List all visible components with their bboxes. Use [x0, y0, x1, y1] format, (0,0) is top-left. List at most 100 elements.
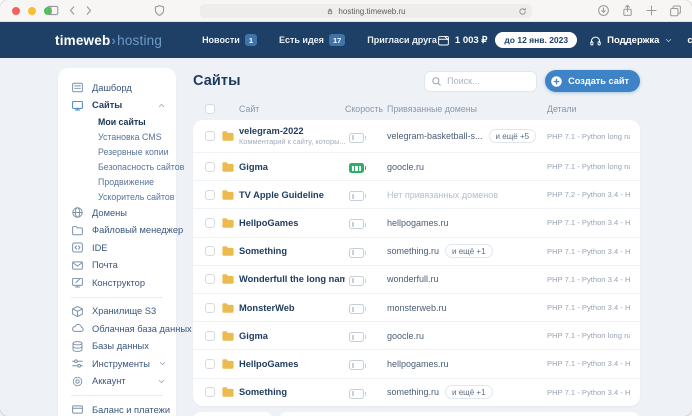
reload-icon[interactable]	[518, 7, 527, 16]
downloads-icon[interactable]	[597, 4, 610, 17]
site-name[interactable]: HellpoGames	[239, 358, 299, 369]
sidebar-item-label: Баланс и платежи	[92, 404, 171, 415]
nav-invite-friend[interactable]: Пригласи друга	[367, 35, 437, 45]
select-all-checkbox[interactable]	[205, 104, 215, 114]
domain-link[interactable]: goocle.ru	[387, 330, 425, 341]
table-row[interactable]: Something something.ru и ещё +1 PHP 7.1 -…	[193, 377, 640, 406]
site-name[interactable]: HellpoGames	[239, 217, 299, 228]
domain-link[interactable]: hellpogames.ru	[387, 217, 449, 228]
sidebar-item-s3-storage[interactable]: Хранилище S3	[58, 303, 176, 321]
sidebar-item-account[interactable]: Аккаунт	[58, 373, 176, 391]
column-speed: Скорость	[345, 104, 383, 114]
sidebar-item-label: Конструктор	[92, 277, 146, 288]
browser-chrome: hosting.timeweb.ru	[0, 0, 692, 22]
site-name[interactable]: Gigma	[239, 161, 268, 172]
sidebar-item-cms-install[interactable]: Установка CMS	[98, 131, 162, 142]
forward-icon[interactable]	[82, 4, 95, 17]
table-row[interactable]: velegram-2022 Комментарий к сайту, которы…	[193, 120, 640, 152]
site-name[interactable]: TV Apple Guideline	[239, 189, 324, 200]
row-checkbox[interactable]	[205, 274, 215, 285]
domain-link[interactable]: something.ru	[387, 387, 440, 398]
monitor-icon	[71, 99, 84, 112]
back-icon[interactable]	[66, 4, 79, 17]
folder-icon	[71, 224, 84, 237]
sidebar-item-backups[interactable]: Резервные копии	[98, 146, 169, 157]
sidebar-item-site-accelerator[interactable]: Ускоритель сайтов	[98, 191, 175, 202]
more-domains-chip[interactable]: и ещё +5	[488, 129, 537, 143]
domain-link[interactable]: velegram-basketball-s...	[387, 131, 483, 141]
column-domains: Привязанные домены	[387, 104, 477, 114]
news-count-badge: 1	[244, 34, 257, 46]
nav-ideas[interactable]: Есть идея 17	[279, 34, 346, 46]
sidebar-item-promotion[interactable]: Продвижение	[98, 176, 155, 187]
sidebar-item-cloud-database[interactable]: Облачная база данных	[58, 320, 192, 338]
row-checkbox[interactable]	[205, 358, 215, 369]
row-checkbox[interactable]	[205, 387, 215, 398]
table-row[interactable]: MonsterWeb monsterweb.ru PHP 7.1 - Pytho…	[193, 292, 640, 321]
domain-link[interactable]: something.ru	[387, 246, 440, 257]
row-checkbox[interactable]	[205, 189, 215, 200]
address-bar[interactable]: hosting.timeweb.ru	[200, 4, 532, 18]
sidebar-toggle-icon[interactable]	[46, 4, 59, 17]
sidebar-item-site-security[interactable]: Безопасность сайтов	[98, 161, 185, 172]
sidebar-item-my-sites[interactable]: Мои сайты	[98, 116, 146, 127]
sidebar-item-constructor[interactable]: Конструктор	[58, 274, 176, 292]
row-checkbox[interactable]	[205, 302, 215, 313]
sidebar-item-sites[interactable]: Сайты	[58, 97, 176, 115]
sidebar-item-domains[interactable]: Домены	[58, 204, 176, 222]
domain-link[interactable]: monsterweb.ru	[387, 302, 447, 313]
row-checkbox[interactable]	[205, 246, 215, 257]
row-checkbox[interactable]	[205, 217, 215, 228]
table-row[interactable]: Gigma goocle.ru PHP 7.1 - Python long na…	[193, 321, 640, 349]
tab-overview-icon[interactable]	[669, 4, 682, 17]
row-checkbox[interactable]	[205, 131, 215, 141]
balance-amount: 1 003 ₽	[454, 34, 488, 46]
folder-icon	[221, 358, 239, 370]
sidebar-item-dashboard[interactable]: Дашборд	[58, 79, 176, 97]
sidebar-item-label: Базы данных	[92, 341, 149, 352]
support-menu[interactable]: Поддержка	[589, 34, 673, 47]
sidebar-item-mail[interactable]: Почта	[58, 257, 176, 275]
create-site-button[interactable]: Создать сайт	[545, 70, 640, 92]
table-row[interactable]: TV Apple Guideline Нет привязанных домен…	[193, 180, 640, 208]
table-row[interactable]: Wonderfull the long name... wonderfull.r…	[193, 264, 640, 293]
site-name[interactable]: Wonderfull the long name...	[239, 274, 345, 285]
domain-link[interactable]: goocle.ru	[387, 161, 425, 172]
balance-button[interactable]: 1 003 ₽	[437, 34, 487, 47]
logo-secondary: hosting	[117, 32, 163, 48]
domain-link[interactable]: hellpogames.ru	[387, 358, 449, 369]
site-name[interactable]: MonsterWeb	[239, 302, 295, 313]
new-tab-icon[interactable]	[645, 4, 658, 17]
sidebar-item-file-manager[interactable]: Файловый менеджер	[58, 222, 183, 240]
site-name[interactable]: Something	[239, 387, 288, 398]
search-input[interactable]	[424, 70, 538, 92]
table-row[interactable]: HellpoGames hellpogames.ru PHP 7.1 - Pyt…	[193, 349, 640, 377]
nav-news[interactable]: Новости 1	[202, 34, 257, 46]
row-checkbox[interactable]	[205, 330, 215, 341]
sidebar-item-tools[interactable]: Инструменты	[58, 355, 176, 373]
timeweb-logo[interactable]: timeweb›hosting	[55, 33, 162, 48]
row-checkbox[interactable]	[205, 161, 215, 172]
sidebar-item-balance-payments[interactable]: Баланс и платежи	[58, 401, 176, 416]
sidebar-item-databases[interactable]: Базы данных	[58, 338, 176, 356]
more-domains-chip[interactable]: и ещё +1	[445, 385, 493, 400]
speed-indicator-icon	[349, 360, 367, 371]
next-card-partial	[193, 411, 640, 416]
minimize-button[interactable]	[28, 7, 36, 15]
account-menu[interactable]: cl95369	[687, 33, 692, 47]
share-icon[interactable]	[621, 4, 634, 17]
table-row[interactable]: Something something.ru и ещё +1 PHP 7.1 -…	[193, 236, 640, 265]
more-domains-chip[interactable]: и ещё +1	[445, 244, 493, 259]
billing-period-pill[interactable]: до 12 янв. 2023	[495, 32, 578, 48]
table-row[interactable]: HellpoGames hellpogames.ru PHP 7.1 - Pyt…	[193, 208, 640, 236]
close-button[interactable]	[12, 7, 20, 15]
site-name[interactable]: Gigma	[239, 330, 268, 341]
table-row[interactable]: Gigma goocle.ru PHP 7.1 - Python long na…	[193, 152, 640, 180]
sidebar-item-ide[interactable]: IDE	[58, 239, 176, 257]
domain-link[interactable]: wonderfull.ru	[387, 274, 439, 285]
speed-indicator-icon	[349, 247, 367, 258]
site-name[interactable]: velegram-2022	[239, 126, 304, 136]
site-name[interactable]: Something	[239, 246, 288, 257]
maximize-button[interactable]	[44, 7, 52, 15]
